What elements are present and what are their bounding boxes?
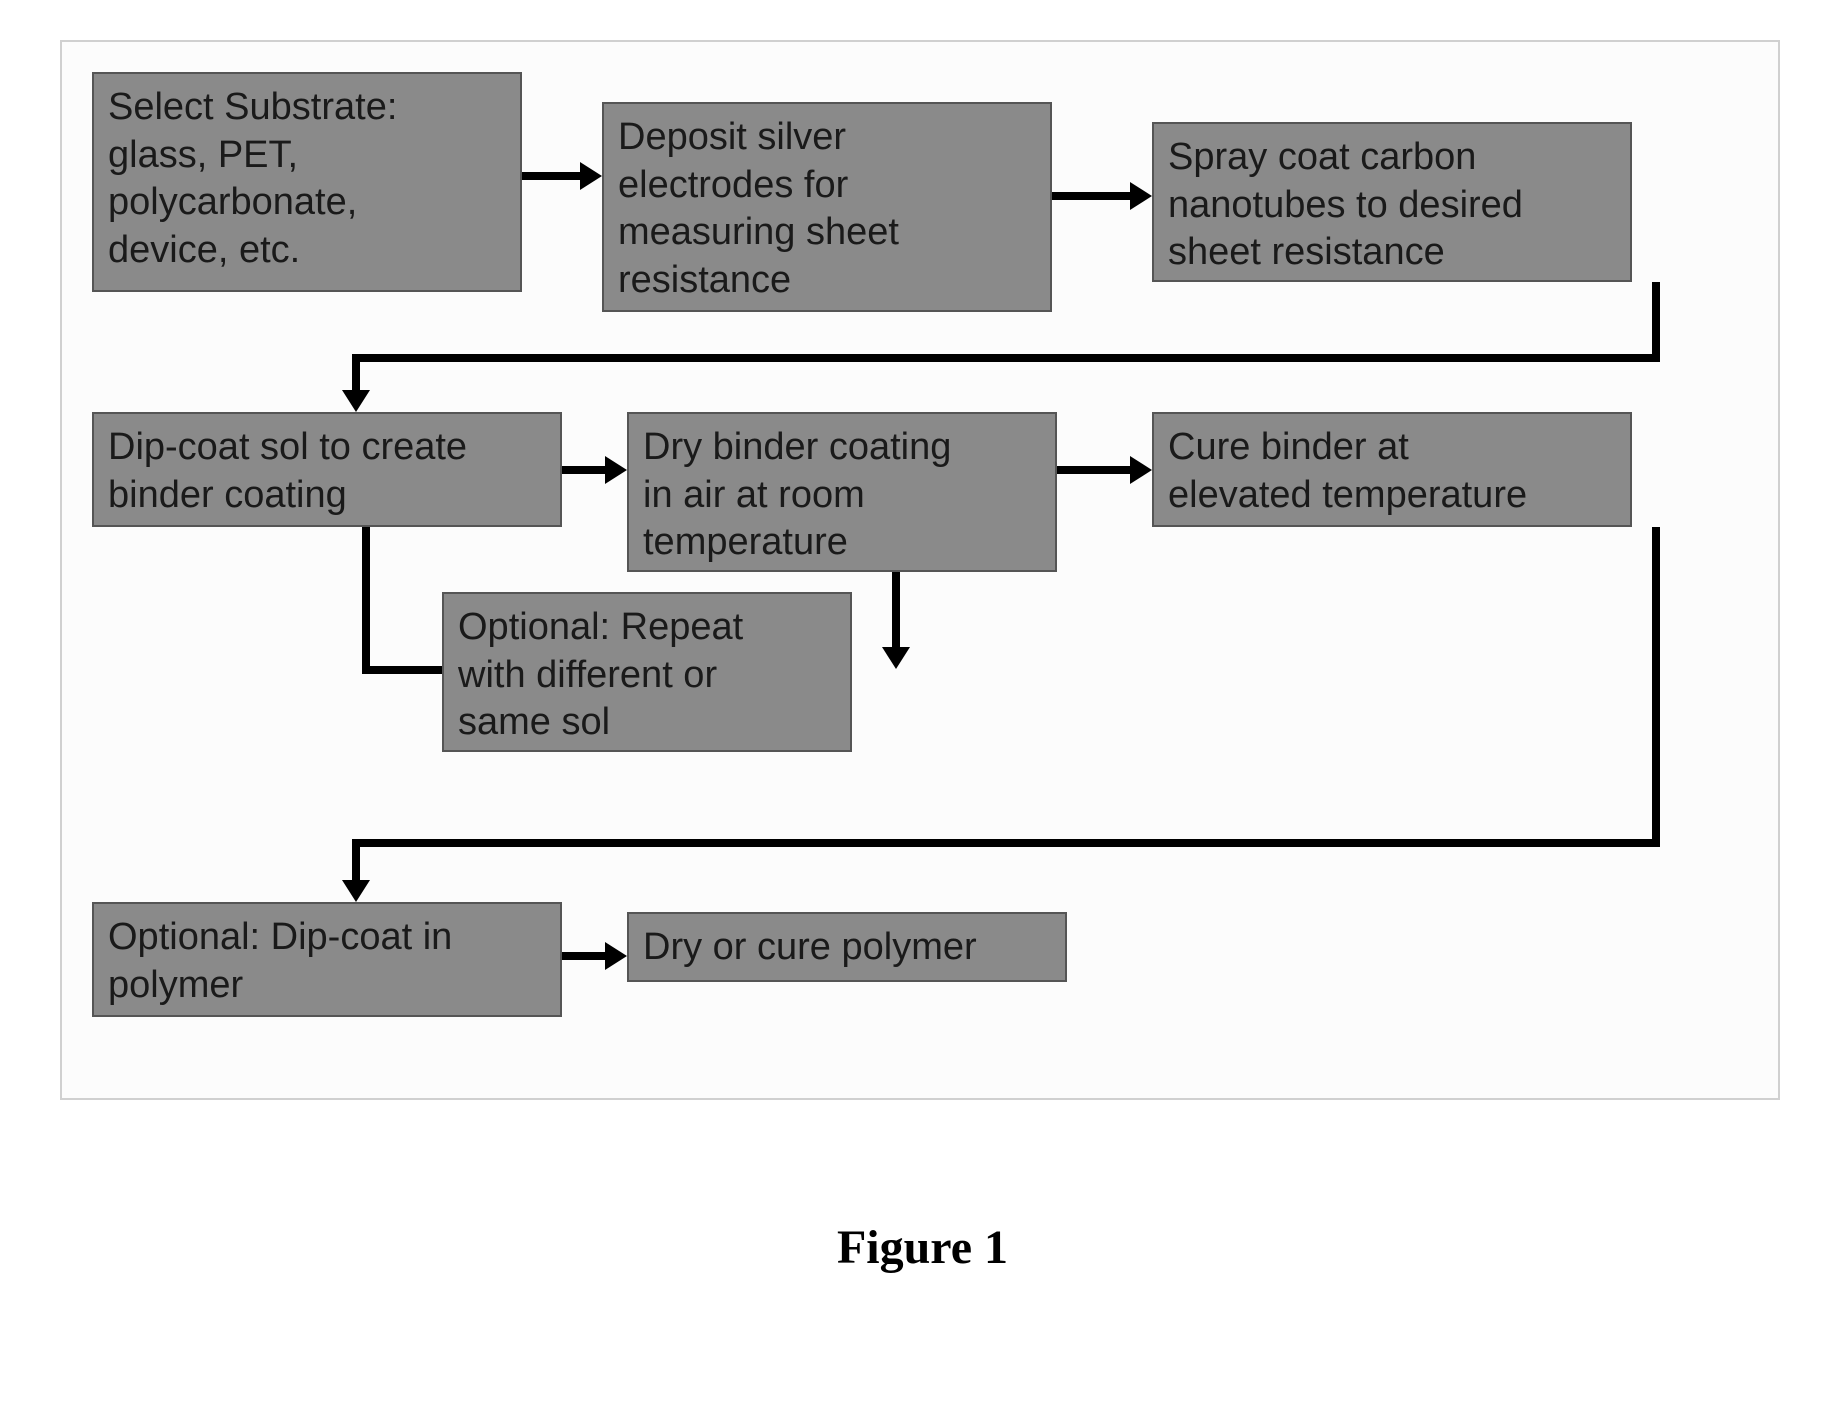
node-label: Dip-coat sol to createbinder coating <box>108 424 467 519</box>
edge-line <box>352 354 360 390</box>
node-label: Spray coat carbonnanotubes to desiredshe… <box>1168 134 1523 277</box>
node-dry-cure-polymer: Dry or cure polymer <box>627 912 1067 982</box>
arrow-head-icon <box>1130 456 1152 484</box>
edge-line <box>562 466 605 474</box>
node-deposit-silver: Deposit silverelectrodes formeasuring sh… <box>602 102 1052 312</box>
flowchart-canvas: Select Substrate:glass, PET,polycarbonat… <box>60 40 1780 1100</box>
edge-line <box>352 839 360 880</box>
arrow-head-icon <box>605 942 627 970</box>
edge-line <box>1052 192 1130 200</box>
node-optional-dip-polymer: Optional: Dip-coat inpolymer <box>92 902 562 1017</box>
node-label: Cure binder atelevated temperature <box>1168 424 1527 519</box>
edge-line <box>362 666 442 674</box>
node-label: Deposit silverelectrodes formeasuring sh… <box>618 114 899 304</box>
edge-line <box>1652 527 1660 847</box>
arrow-head-icon <box>882 647 910 669</box>
node-cure-binder: Cure binder atelevated temperature <box>1152 412 1632 527</box>
edge-line <box>892 572 900 652</box>
node-select-substrate: Select Substrate:glass, PET,polycarbonat… <box>92 72 522 292</box>
edge-line <box>562 952 605 960</box>
arrow-head-icon <box>342 880 370 902</box>
figure-caption: Figure 1 <box>0 1220 1845 1275</box>
arrow-head-icon <box>605 456 627 484</box>
node-label: Optional: Dip-coat inpolymer <box>108 914 452 1009</box>
edge-line <box>352 354 1660 362</box>
node-dip-coat-sol: Dip-coat sol to createbinder coating <box>92 412 562 527</box>
caption-text: Figure 1 <box>837 1221 1008 1274</box>
arrow-head-icon <box>342 390 370 412</box>
node-optional-repeat: Optional: Repeatwith different orsame so… <box>442 592 852 752</box>
edge-line <box>1652 282 1660 362</box>
node-dry-binder: Dry binder coatingin air at roomtemperat… <box>627 412 1057 572</box>
arrow-head-icon <box>1130 182 1152 210</box>
edge-line <box>1057 466 1130 474</box>
arrow-head-icon <box>580 162 602 190</box>
edge-line <box>352 839 1660 847</box>
node-label: Dry or cure polymer <box>643 924 977 972</box>
node-label: Select Substrate:glass, PET,polycarbonat… <box>108 84 397 274</box>
edge-line <box>362 527 370 674</box>
edge-line <box>522 172 580 180</box>
node-spray-coat: Spray coat carbonnanotubes to desiredshe… <box>1152 122 1632 282</box>
node-label: Dry binder coatingin air at roomtemperat… <box>643 424 951 567</box>
node-label: Optional: Repeatwith different orsame so… <box>458 604 743 747</box>
